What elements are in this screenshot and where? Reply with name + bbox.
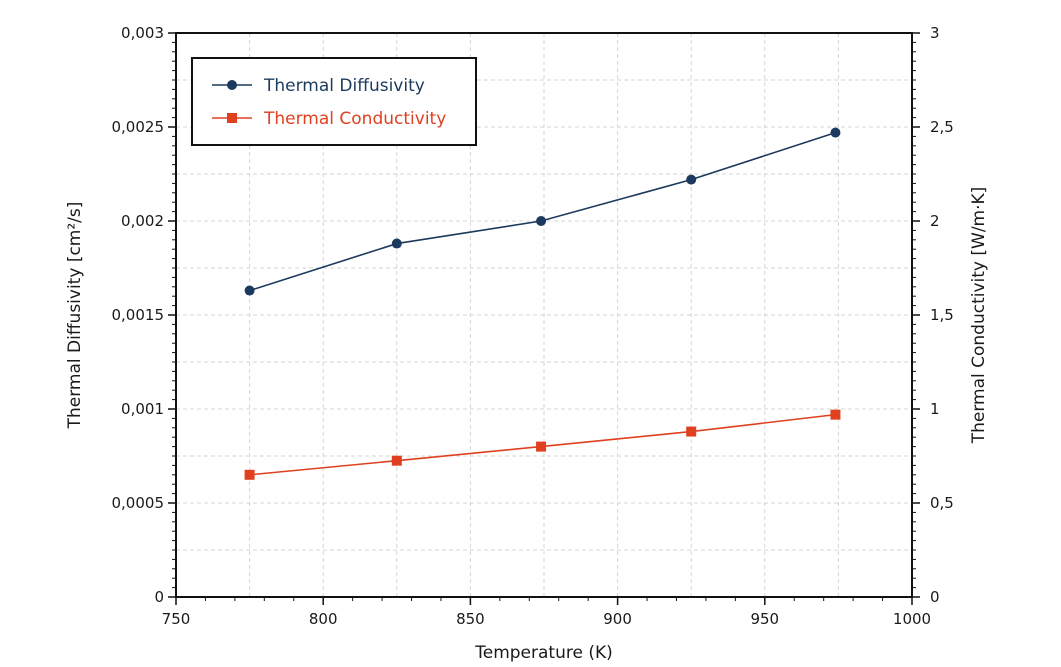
legend-label-thermal-conductivity: Thermal Conductivity bbox=[263, 109, 446, 129]
data-point-thermal-diffusivity bbox=[830, 127, 841, 138]
y-tick-label: 0,0005 bbox=[112, 494, 165, 512]
data-point-thermal-conductivity bbox=[830, 409, 841, 420]
data-point-thermal-diffusivity bbox=[536, 216, 547, 226]
legend-box bbox=[191, 57, 477, 146]
x-tick-label: 750 bbox=[162, 610, 191, 628]
data-point-thermal-conductivity bbox=[244, 469, 255, 480]
y2-axis-title: Thermal Conductivity [W/m·K] bbox=[969, 187, 989, 445]
x-tick-label: 1000 bbox=[893, 610, 931, 628]
grid bbox=[176, 33, 912, 597]
data-point-thermal-diffusivity bbox=[391, 238, 402, 249]
y2-tick-label: 3 bbox=[930, 24, 940, 42]
y2-tick-label: 2,5 bbox=[930, 118, 954, 136]
legend-marker-thermal-conductivity bbox=[227, 113, 237, 123]
series bbox=[244, 127, 841, 480]
axes: 750 800 850 900 950 1000 0 0,0005 0,001 0,0015 0,0… bbox=[112, 24, 954, 628]
data-point-thermal-conductivity bbox=[686, 426, 697, 437]
data-point-thermal-conductivity bbox=[391, 455, 402, 466]
legend: Thermal Diffusivity Thermal Conductivity bbox=[191, 57, 477, 146]
legend-marker-thermal-diffusivity bbox=[227, 80, 237, 90]
y-tick-label: 0 bbox=[154, 588, 164, 606]
x-tick-label: 900 bbox=[603, 610, 632, 628]
x-tick-label: 950 bbox=[750, 610, 779, 628]
y2-tick-label: 0,5 bbox=[930, 494, 954, 512]
data-point-thermal-diffusivity bbox=[686, 174, 697, 185]
legend-label-thermal-diffusivity: Thermal Diffusivity bbox=[263, 76, 425, 96]
y-tick-label: 0,0015 bbox=[112, 306, 165, 324]
y2-tick-label: 1,5 bbox=[930, 306, 954, 324]
y-axis-title: Thermal Diffusivity [cm²/s] bbox=[65, 202, 85, 430]
y-tick-label: 0,0025 bbox=[112, 118, 165, 136]
y2-tick-label: 2 bbox=[930, 212, 940, 230]
x-tick-label: 850 bbox=[456, 610, 485, 628]
data-point-thermal-conductivity bbox=[536, 441, 547, 452]
y-tick-label: 0,003 bbox=[121, 24, 164, 42]
series-line-thermal-diffusivity bbox=[249, 131, 836, 292]
data-point-thermal-diffusivity bbox=[244, 285, 255, 296]
y-tick-label: 0,002 bbox=[121, 212, 164, 230]
x-tick-label: 800 bbox=[309, 610, 338, 628]
x-axis-title: Temperature (K) bbox=[474, 643, 613, 663]
y2-tick-label: 0 bbox=[930, 588, 940, 606]
y-tick-label: 0,001 bbox=[121, 400, 164, 418]
y2-tick-label: 1 bbox=[930, 400, 940, 418]
